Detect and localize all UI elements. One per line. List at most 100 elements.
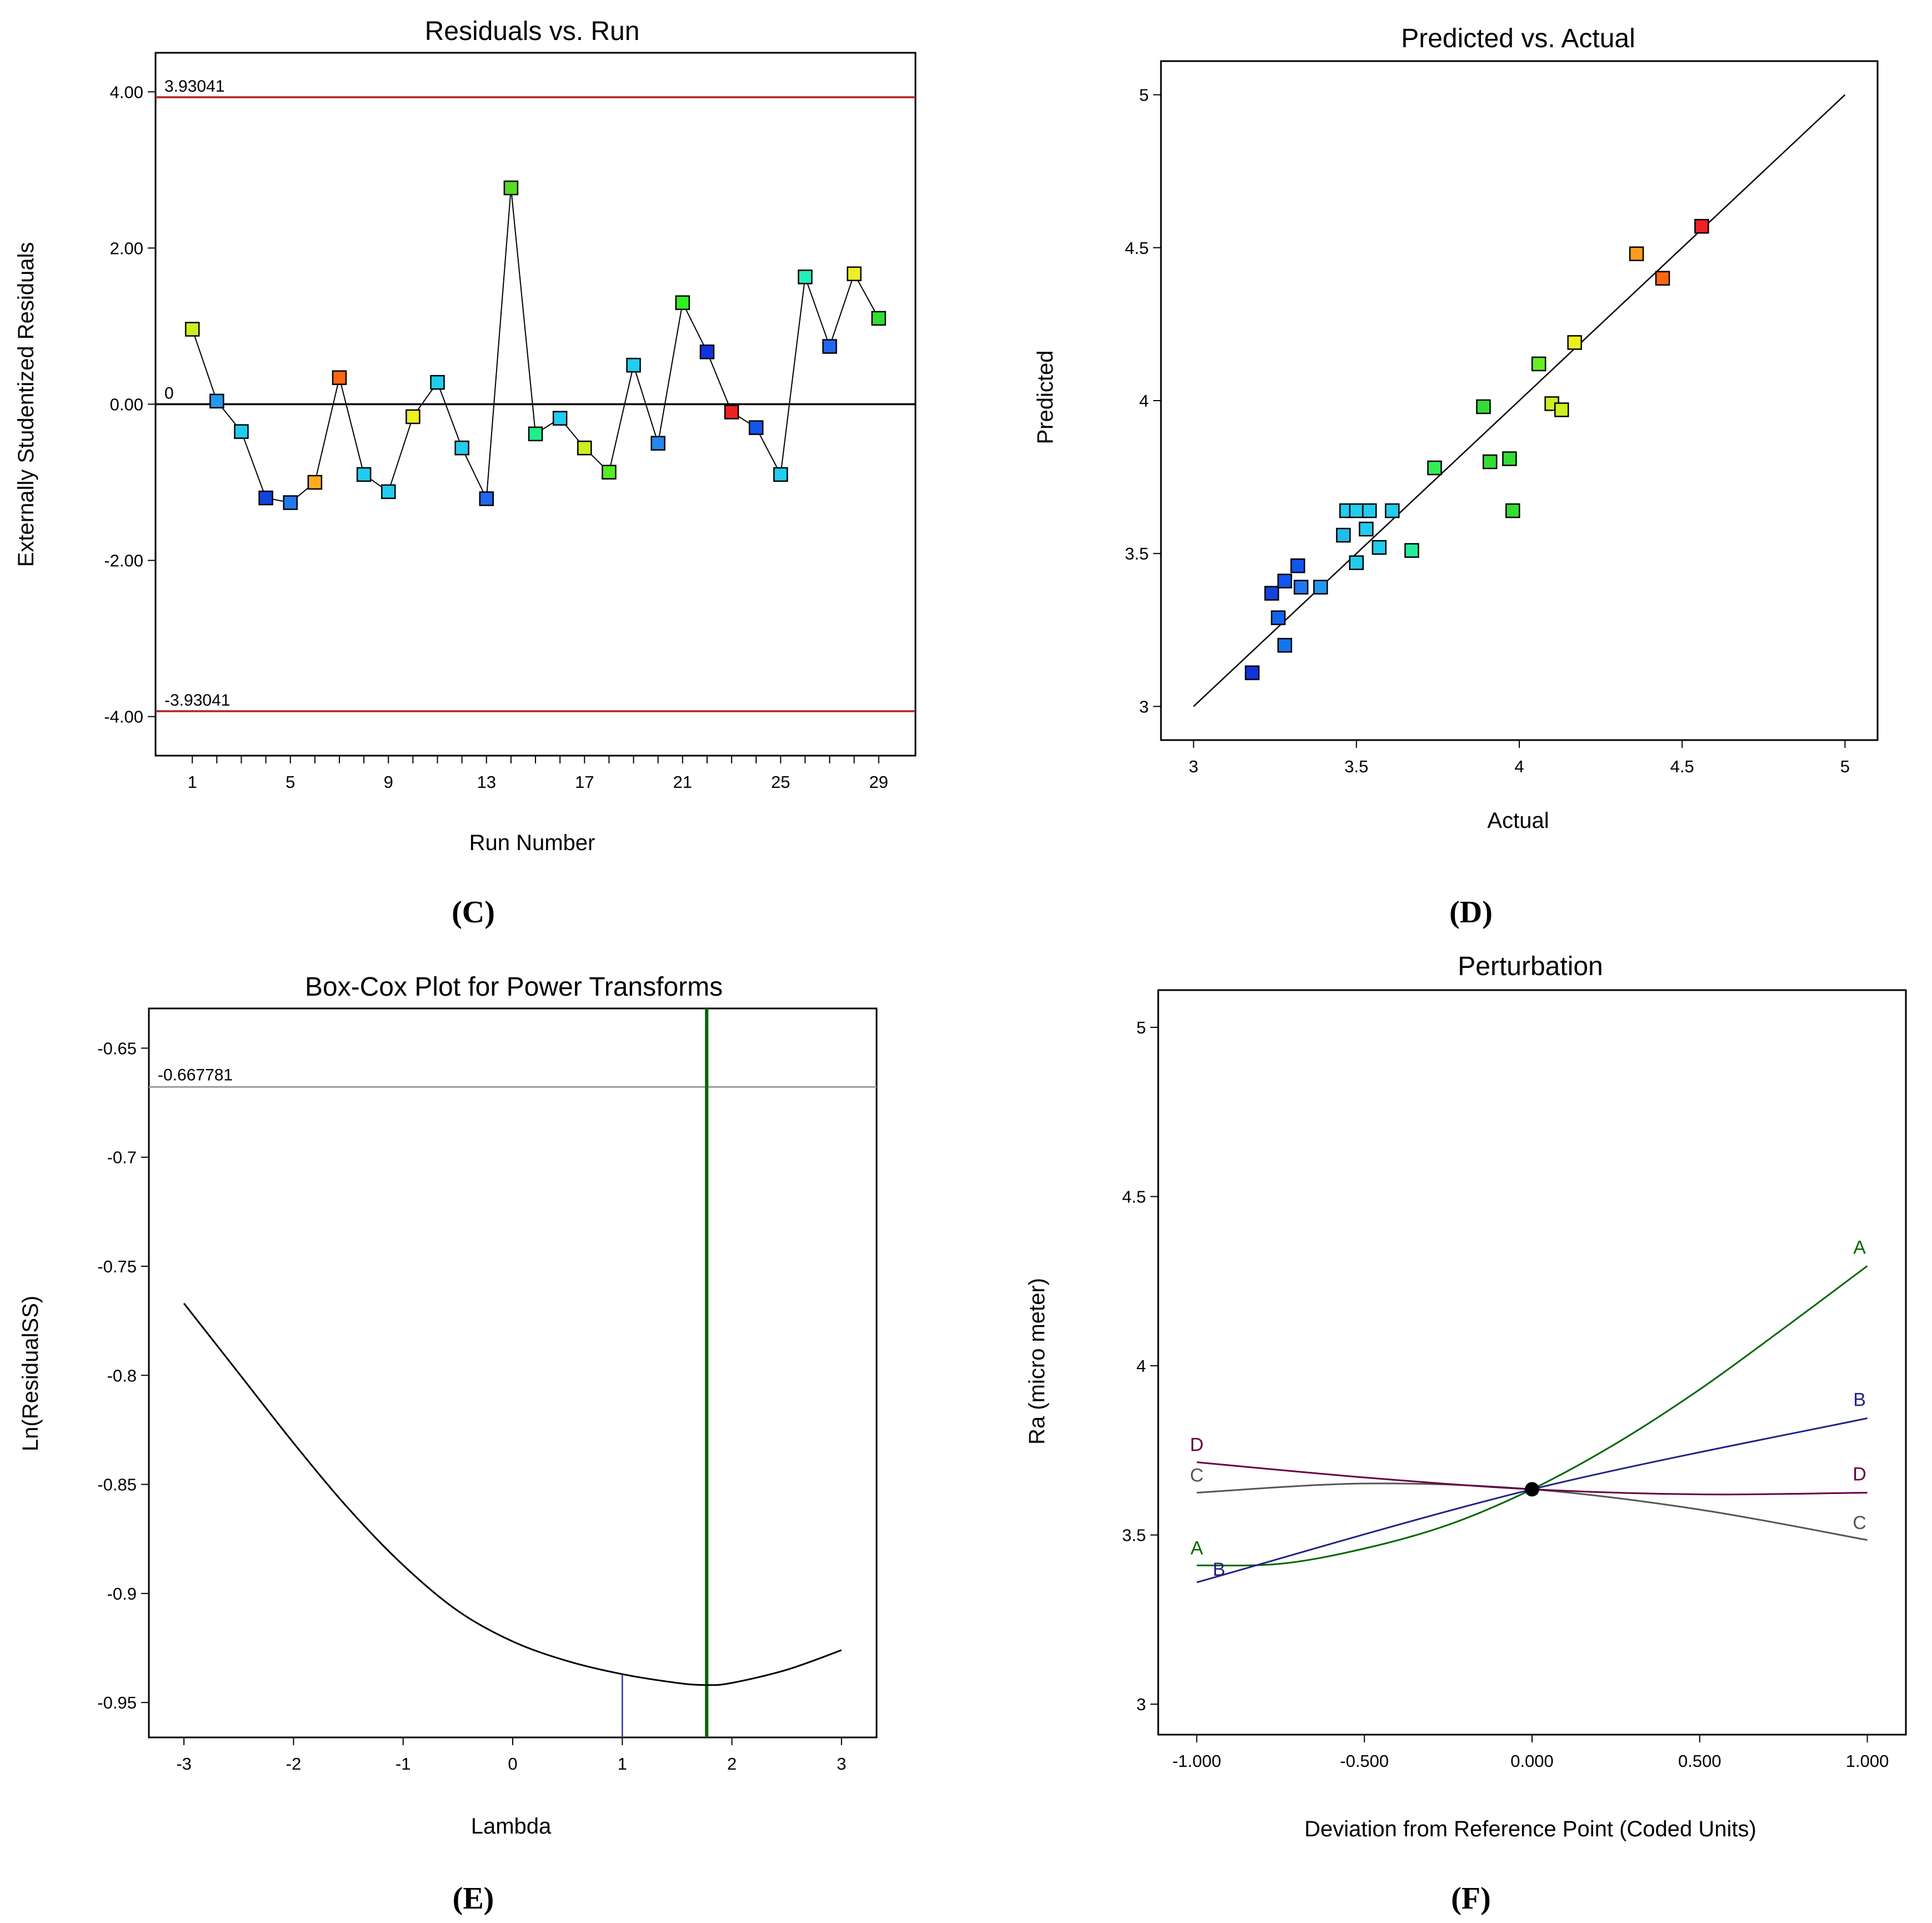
residual-point (798, 269, 813, 284)
scatter-point (1385, 503, 1400, 518)
x-tick-label: 29 (869, 772, 888, 792)
y-tick-label: 4.00 (110, 82, 143, 102)
scatter-point (1476, 399, 1491, 414)
y-tick-label: 3.5 (1122, 1526, 1146, 1545)
panel-d-predicted-vs-actual: Predicted vs. Actual 3 3.5 4 4.5 533.544.55 … (1033, 24, 1879, 930)
residual-point (283, 495, 298, 510)
series-end-label: A (1853, 1237, 1866, 1258)
y-tick-label: -0.8 (107, 1366, 137, 1385)
x-tick-label: 21 (673, 772, 692, 792)
y-tick-label: -0.85 (97, 1475, 137, 1495)
residual-point (699, 344, 715, 359)
y-tick-label: 4.5 (1125, 238, 1149, 258)
panel-e-ylabel: Ln(ResidualSS) (18, 1296, 43, 1451)
scatter-point (1359, 521, 1374, 537)
y-tick-label: -4.00 (104, 707, 143, 727)
residual-point (822, 339, 837, 354)
residual-point (528, 426, 543, 442)
scatter-point (1567, 335, 1582, 350)
panel-e-curve-group (183, 1302, 842, 1686)
y-tick-label: -0.65 (97, 1038, 137, 1058)
residual-point (258, 490, 273, 506)
y-tick-label: -0.7 (107, 1148, 137, 1167)
scatter-point (1277, 573, 1293, 589)
x-tick-label: 3 (837, 1754, 846, 1774)
panel-f-title: Perturbation (1458, 952, 1603, 981)
series-end-label: D (1853, 1464, 1866, 1485)
x-tick-label: 4.5 (1670, 757, 1694, 776)
x-tick-label: 0 (508, 1754, 517, 1774)
x-tick-label: -2 (286, 1754, 302, 1774)
x-tick-label: 0.500 (1678, 1751, 1721, 1771)
residual-point (332, 370, 347, 385)
residual-point (724, 404, 739, 419)
panel-f-ticks: -1.000 -0.500 0.000 0.500 1.000 3 3.5 4 4.5 5 (1122, 1018, 1889, 1771)
x-tick-label: 0.000 (1510, 1751, 1554, 1771)
panel-e-plot-frame (148, 1007, 878, 1739)
panel-e-lambda-lines: -0.667781 (149, 1008, 877, 1737)
residual-point (577, 440, 592, 456)
x-tick-label: -1 (396, 1754, 411, 1774)
panel-c-series-line (192, 188, 879, 503)
x-tick-label: 4 (1514, 757, 1524, 776)
y-tick-label: 3.5 (1125, 544, 1149, 563)
confidence-interval-label: -0.667781 (158, 1066, 233, 1084)
residual-point (356, 467, 372, 482)
perturbation-series-b (1197, 1417, 1868, 1584)
panel-f-xlabel: Deviation from Reference Point (Coded Un… (1304, 1817, 1756, 1841)
residual-point (871, 311, 887, 326)
scatter-point (1554, 402, 1569, 417)
residual-point (503, 180, 519, 196)
residual-point (209, 393, 224, 409)
residual-point (602, 464, 617, 480)
panel-c-xlabel: Run Number (469, 831, 595, 855)
panel-d-ticks: 3 3.5 4 4.5 5 3 3.5 4 4.5 5 (1125, 86, 1850, 776)
identity-reference-line (1193, 94, 1846, 707)
scatter-point (1277, 638, 1293, 653)
scatter-point (1404, 543, 1419, 558)
panel-c-title: Residuals vs. Run (425, 17, 640, 46)
scatter-point (1372, 540, 1387, 555)
x-tick-label: 2 (727, 1754, 737, 1774)
y-tick-label: 5 (1139, 86, 1149, 105)
x-tick-label: 5 (286, 772, 295, 792)
y-tick-label: 2.00 (110, 238, 143, 258)
residual-point (552, 411, 568, 426)
residual-point (675, 295, 690, 311)
residual-point (307, 474, 323, 490)
x-tick-label: 1 (188, 772, 197, 792)
panel-c-ylabel: Externally Studentized Residuals (14, 242, 38, 567)
scatter-point (1336, 527, 1351, 543)
reference-point-marker (1525, 1482, 1539, 1497)
y-tick-label: 4.5 (1122, 1187, 1146, 1207)
scatter-point (1629, 246, 1644, 262)
panel-d-ylabel: Predicted (1033, 351, 1058, 444)
x-tick-label: 9 (384, 772, 393, 792)
panel-e-xlabel: Lambda (471, 1814, 552, 1839)
scatter-point (1264, 586, 1279, 601)
scatter-point (1531, 356, 1546, 372)
panel-c-label: (C) (452, 895, 495, 930)
residual-point (406, 409, 421, 424)
y-tick-label: -0.9 (107, 1584, 137, 1604)
residual-point (847, 266, 862, 282)
panel-e-box-cox: Box-Cox Plot for Power Transforms -3 -2 -1… (18, 972, 878, 1916)
series-end-label: B (1853, 1390, 1866, 1411)
panel-c-residuals-vs-run: Residuals vs. Run 1 5 9 13 17 21 25 29 -4.00 -2.0… (14, 17, 917, 930)
residual-point (454, 440, 469, 456)
scatter-point (1290, 558, 1305, 573)
residual-point (748, 420, 764, 435)
x-tick-label: 3.5 (1344, 757, 1368, 776)
panel-d-xlabel: Actual (1487, 808, 1549, 833)
scatter-point (1362, 503, 1377, 518)
box-cox-curve (183, 1302, 842, 1686)
series-start-label: A (1190, 1537, 1203, 1559)
scatter-point (1505, 503, 1520, 518)
panel-f-ylabel: Ra (micro meter) (1025, 1278, 1049, 1445)
panel-f-plot-frame (1157, 989, 1907, 1736)
scatter-point (1427, 460, 1442, 476)
x-tick-label: -1.000 (1172, 1751, 1221, 1771)
panel-f-series (1197, 1265, 1868, 1584)
x-tick-label: 1.000 (1846, 1751, 1889, 1771)
